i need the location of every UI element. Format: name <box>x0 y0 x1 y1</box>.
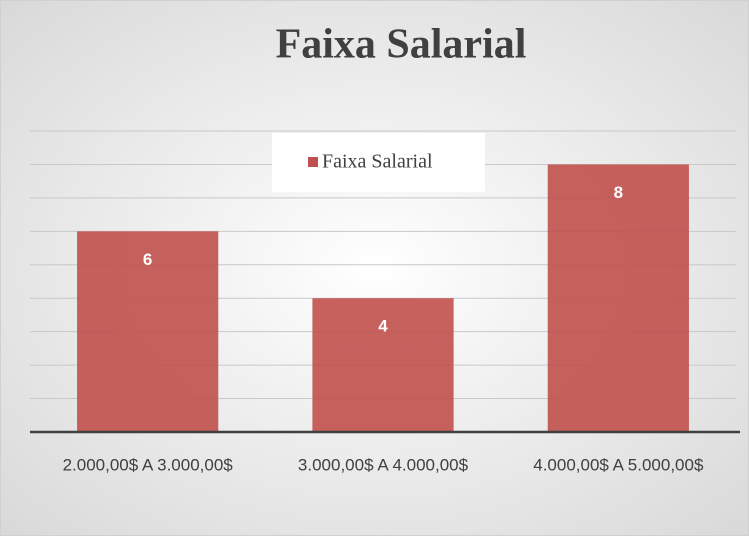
legend-label: Faixa Salarial <box>322 151 433 173</box>
bar <box>547 164 689 432</box>
data-label: 6 <box>143 250 152 269</box>
bar <box>77 231 219 432</box>
x-tick-label: 4.000,00$ A 5.000,00$ <box>533 455 704 474</box>
data-label: 4 <box>378 317 388 336</box>
bar <box>312 298 454 432</box>
legend-box <box>272 133 485 192</box>
chart-title: Faixa Salarial <box>276 22 527 68</box>
data-label: 8 <box>614 183 623 202</box>
legend-marker <box>308 157 318 167</box>
x-tick-label: 2.000,00$ A 3.000,00$ <box>63 455 234 474</box>
x-tick-label: 3.000,00$ A 4.000,00$ <box>298 455 469 474</box>
